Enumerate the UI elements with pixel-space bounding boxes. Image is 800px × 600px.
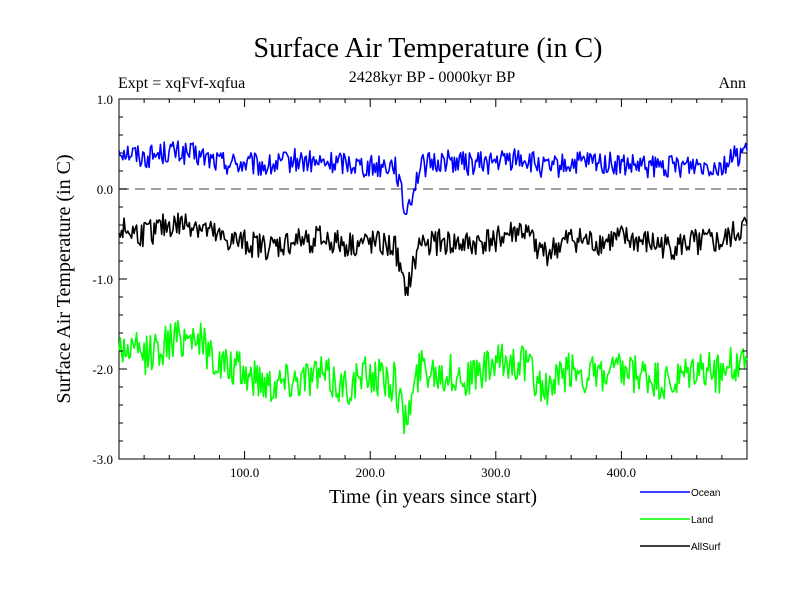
series-line-allsurf	[118, 212, 748, 296]
legend-label-ocean: Ocean	[691, 488, 720, 499]
y-tick-label: 0.0	[97, 182, 113, 197]
season-label: Ann	[718, 75, 746, 92]
series-line-ocean	[118, 140, 748, 215]
legend-label-allsurf: AllSurf	[691, 542, 721, 553]
y-axis-label: Surface Air Temperature (in C)	[53, 154, 75, 403]
x-tick-label: 400.0	[607, 465, 636, 480]
legend-label-land: Land	[691, 515, 713, 526]
y-tick-label: -3.0	[92, 452, 113, 467]
tick-layer: 100.0 200.0 300.0 400.0 1.0 0.0 -1.0 -2.0 -3.0	[92, 92, 747, 480]
chart-subtitle: 2428kyr BP - 0000kyr BP	[349, 69, 516, 86]
x-tick-label: 100.0	[230, 465, 259, 480]
x-tick-label: 300.0	[481, 465, 510, 480]
series-line-land	[118, 319, 748, 435]
experiment-label: Expt = xqFvf-xqfua	[118, 75, 245, 92]
plot-frame	[118, 98, 748, 460]
y-tick-label: 1.0	[97, 92, 113, 107]
chart-title: Surface Air Temperature (in C)	[254, 33, 603, 64]
x-axis-label: Time (in years since start)	[329, 486, 537, 508]
x-tick-label: 200.0	[356, 465, 385, 480]
legend: Ocean Land AllSurf	[640, 488, 721, 553]
y-tick-label: -1.0	[92, 272, 113, 287]
series-layer	[118, 140, 748, 435]
y-tick-label: -2.0	[92, 362, 113, 377]
